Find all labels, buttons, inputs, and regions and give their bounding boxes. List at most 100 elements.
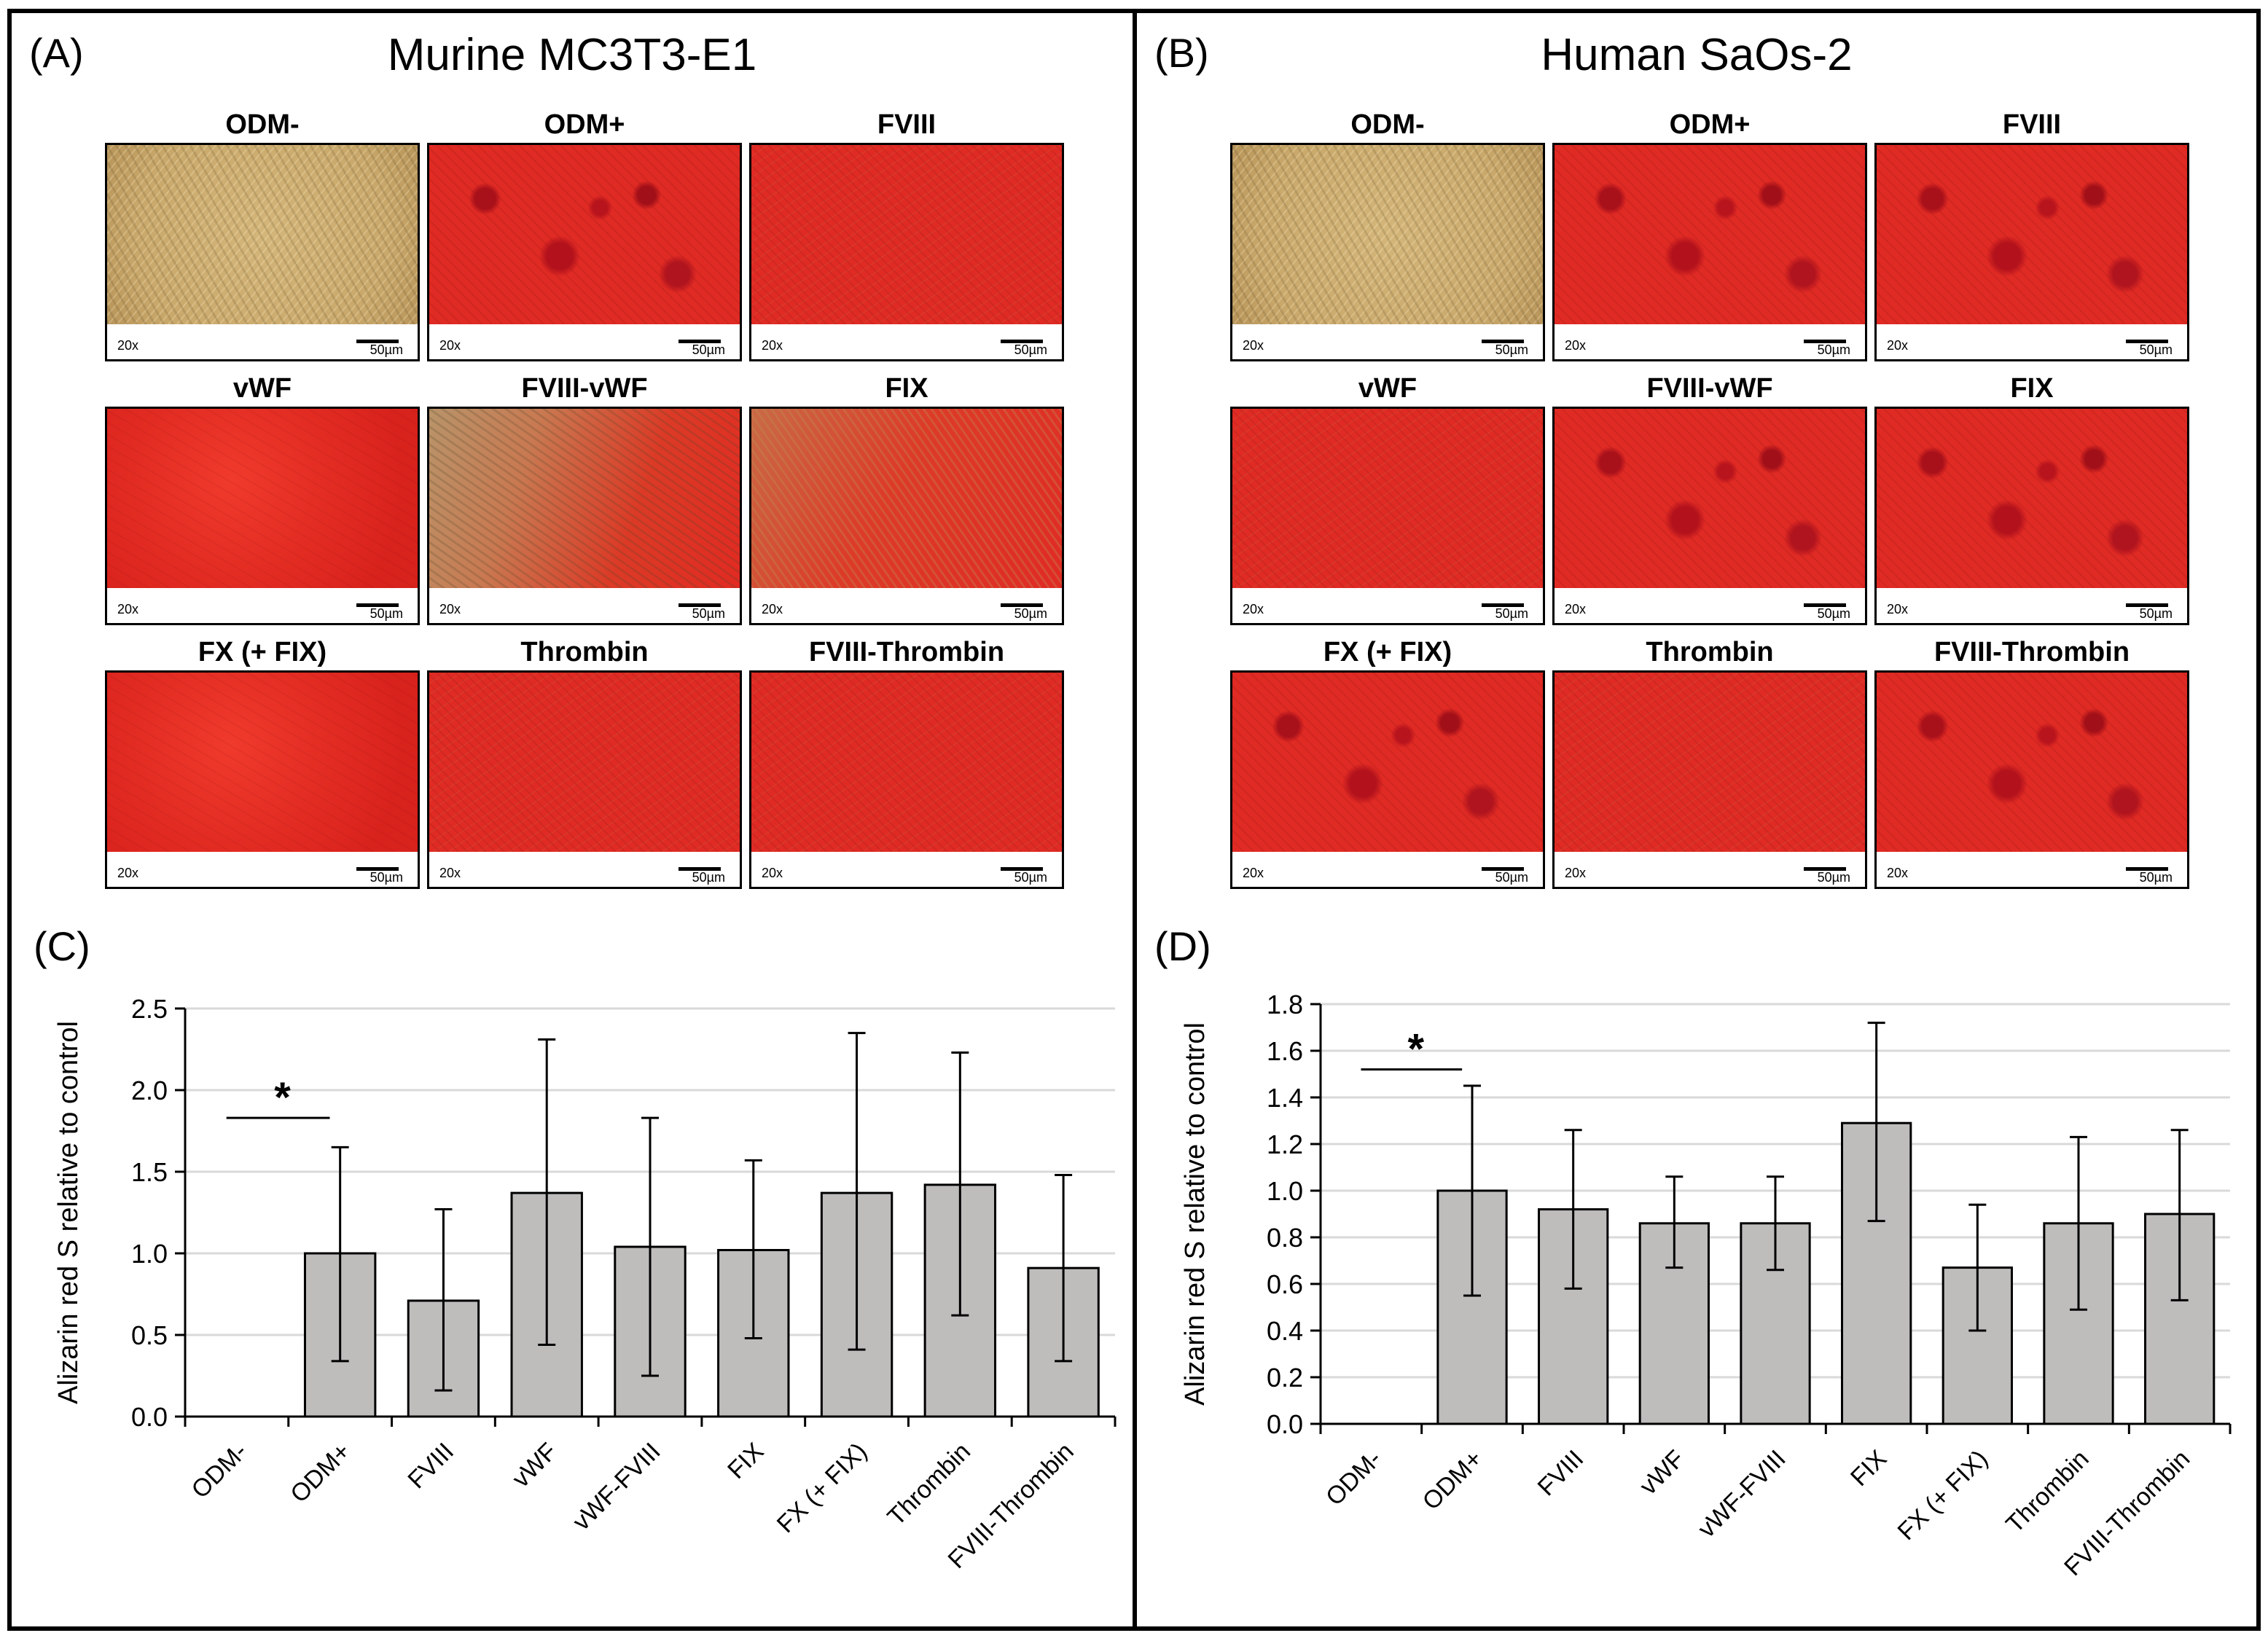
micrograph-image: 20x 50µm xyxy=(749,407,1064,625)
magnification-label: 20x xyxy=(1243,866,1264,880)
x-tick-label: Thrombin xyxy=(883,1438,976,1531)
scale-bar xyxy=(356,867,399,871)
micrograph-image: 20x 50µm xyxy=(105,670,420,889)
micrograph-image: 20x 50µm xyxy=(105,143,420,361)
micrograph-image: 20x 50µm xyxy=(1230,143,1545,361)
micrograph-image: 20x 50µm xyxy=(1552,670,1867,889)
magnification-label: 20x xyxy=(1565,866,1587,880)
y-tick-label: 0.5 xyxy=(131,1320,168,1350)
magnification-label: 20x xyxy=(762,338,783,353)
micrograph-label: FX (+ FIX) xyxy=(1323,637,1452,667)
micrograph-label: Thrombin xyxy=(1646,637,1774,667)
scale-bar xyxy=(1001,867,1043,871)
micrograph-label: FIX xyxy=(885,373,928,404)
y-tick-label: 1.6 xyxy=(1267,1036,1303,1066)
y-tick-label: 0.6 xyxy=(1267,1269,1303,1299)
magnification-label: 20x xyxy=(439,338,461,353)
micrograph-image: 20x 50µm xyxy=(427,143,742,361)
scale-label: 50µm xyxy=(1817,606,1850,621)
scale-label: 50µm xyxy=(1495,606,1528,621)
x-tick-label: FVIII xyxy=(402,1438,459,1495)
panel-letter-b: (B) xyxy=(1154,30,1209,76)
x-tick-label: vWF xyxy=(1635,1445,1690,1500)
scale-label: 50µm xyxy=(369,342,403,357)
stain-image xyxy=(107,145,418,324)
y-tick-label: 1.5 xyxy=(131,1157,168,1187)
micrograph-label: FVIII-vWF xyxy=(1646,373,1773,404)
micrograph-image: 20x 50µm xyxy=(1874,670,2189,889)
micrograph-label: FVIII xyxy=(2002,109,2062,140)
chart-d: 0.0 0.2 0.4 0.6 0.8 1.0 1.2 1.4 1.6 1.8 Alizarin r… xyxy=(1180,990,2232,1581)
micrograph-label: FX (+ FIX) xyxy=(198,637,327,667)
stain-image xyxy=(429,673,740,852)
micrograph-image: 20x 50µm xyxy=(427,670,742,889)
stain-image xyxy=(429,409,740,588)
y-tick-label: 1.0 xyxy=(131,1239,168,1269)
panel-a-murine: (A) Murine MC3T3-E1 ODM- 20x 50µm ODM+ 2… xyxy=(7,9,1137,1631)
micrograph-image: 20x 50µm xyxy=(749,143,1064,361)
scale-bar xyxy=(1804,340,1846,343)
significance-star: * xyxy=(1408,1026,1425,1073)
bar xyxy=(1841,1121,1912,1425)
significance-star: * xyxy=(274,1074,291,1121)
micrograph-label: FIX xyxy=(2010,373,2054,404)
scale-bar xyxy=(2126,603,2168,607)
micrograph-label: Thrombin xyxy=(520,637,649,667)
scale-label: 50µm xyxy=(1495,342,1528,357)
scale-bar xyxy=(1482,603,1524,607)
scale-bar xyxy=(356,603,399,607)
micrograph-image: 20x 50µm xyxy=(1874,143,2189,361)
scale-label: 50µm xyxy=(2139,342,2173,357)
y-tick-label: 2.5 xyxy=(131,994,168,1024)
micrograph-image: 20x 50µm xyxy=(1230,407,1545,625)
scale-label: 50µm xyxy=(1014,870,1047,885)
panel-letter-a: (A) xyxy=(29,30,84,76)
micrograph-label: ODM+ xyxy=(1669,109,1751,140)
micrograph-image: 20x 50µm xyxy=(1552,143,1867,361)
y-tick-label: 1.2 xyxy=(1267,1129,1303,1159)
magnification-label: 20x xyxy=(1887,866,1909,880)
scale-label: 50µm xyxy=(369,870,403,885)
panel-title-a: Murine MC3T3-E1 xyxy=(387,30,757,80)
x-tick-label: FX (+ FIX) xyxy=(772,1438,872,1538)
y-tick-label: 1.0 xyxy=(1267,1176,1303,1206)
stain-image xyxy=(1555,145,1865,324)
x-tick-label: FVIII xyxy=(1533,1445,1589,1502)
scale-bar xyxy=(1001,340,1043,343)
magnification-label: 20x xyxy=(762,866,783,880)
stain-image xyxy=(751,409,1062,588)
scale-label: 50µm xyxy=(2139,870,2173,885)
micrograph-image: 20x 50µm xyxy=(1874,407,2189,625)
stain-image xyxy=(1555,673,1865,852)
scale-bar xyxy=(356,340,399,343)
magnification-label: 20x xyxy=(117,602,139,616)
x-tick-label: ODM- xyxy=(1321,1445,1387,1511)
magnification-label: 20x xyxy=(117,338,139,353)
scale-bar xyxy=(679,867,721,871)
scale-label: 50µm xyxy=(1014,342,1047,357)
stain-image xyxy=(1232,409,1543,588)
y-tick-label: 0.8 xyxy=(1267,1223,1303,1253)
stain-image xyxy=(1877,145,2187,324)
y-tick-label: 0.0 xyxy=(131,1402,168,1432)
micrograph-image: 20x 50µm xyxy=(1552,407,1867,625)
x-tick-label: ODM+ xyxy=(1418,1445,1488,1516)
magnification-label: 20x xyxy=(439,602,461,616)
micrograph-label: vWF xyxy=(232,373,292,404)
scale-label: 50µm xyxy=(692,606,725,621)
y-tick-label: 0.2 xyxy=(1267,1363,1303,1393)
magnification-label: 20x xyxy=(117,866,139,880)
x-tick-label: FIX xyxy=(722,1438,769,1484)
micrograph-label: ODM- xyxy=(1350,109,1425,140)
micrograph-label: FVIII xyxy=(877,109,936,140)
y-axis-title: Alizarin red S relative to control xyxy=(53,1021,84,1404)
micrograph-label: vWF xyxy=(1358,373,1418,404)
stain-image xyxy=(1877,673,2187,852)
magnification-label: 20x xyxy=(1565,602,1587,616)
magnification-label: 20x xyxy=(1243,338,1264,353)
magnification-label: 20x xyxy=(1243,602,1264,616)
magnification-label: 20x xyxy=(1887,338,1909,353)
chart-c: 0.0 0.5 1.0 1.5 2.0 2.5 Alizarin red S relativ… xyxy=(53,994,1117,1574)
scale-label: 50µm xyxy=(369,606,403,621)
